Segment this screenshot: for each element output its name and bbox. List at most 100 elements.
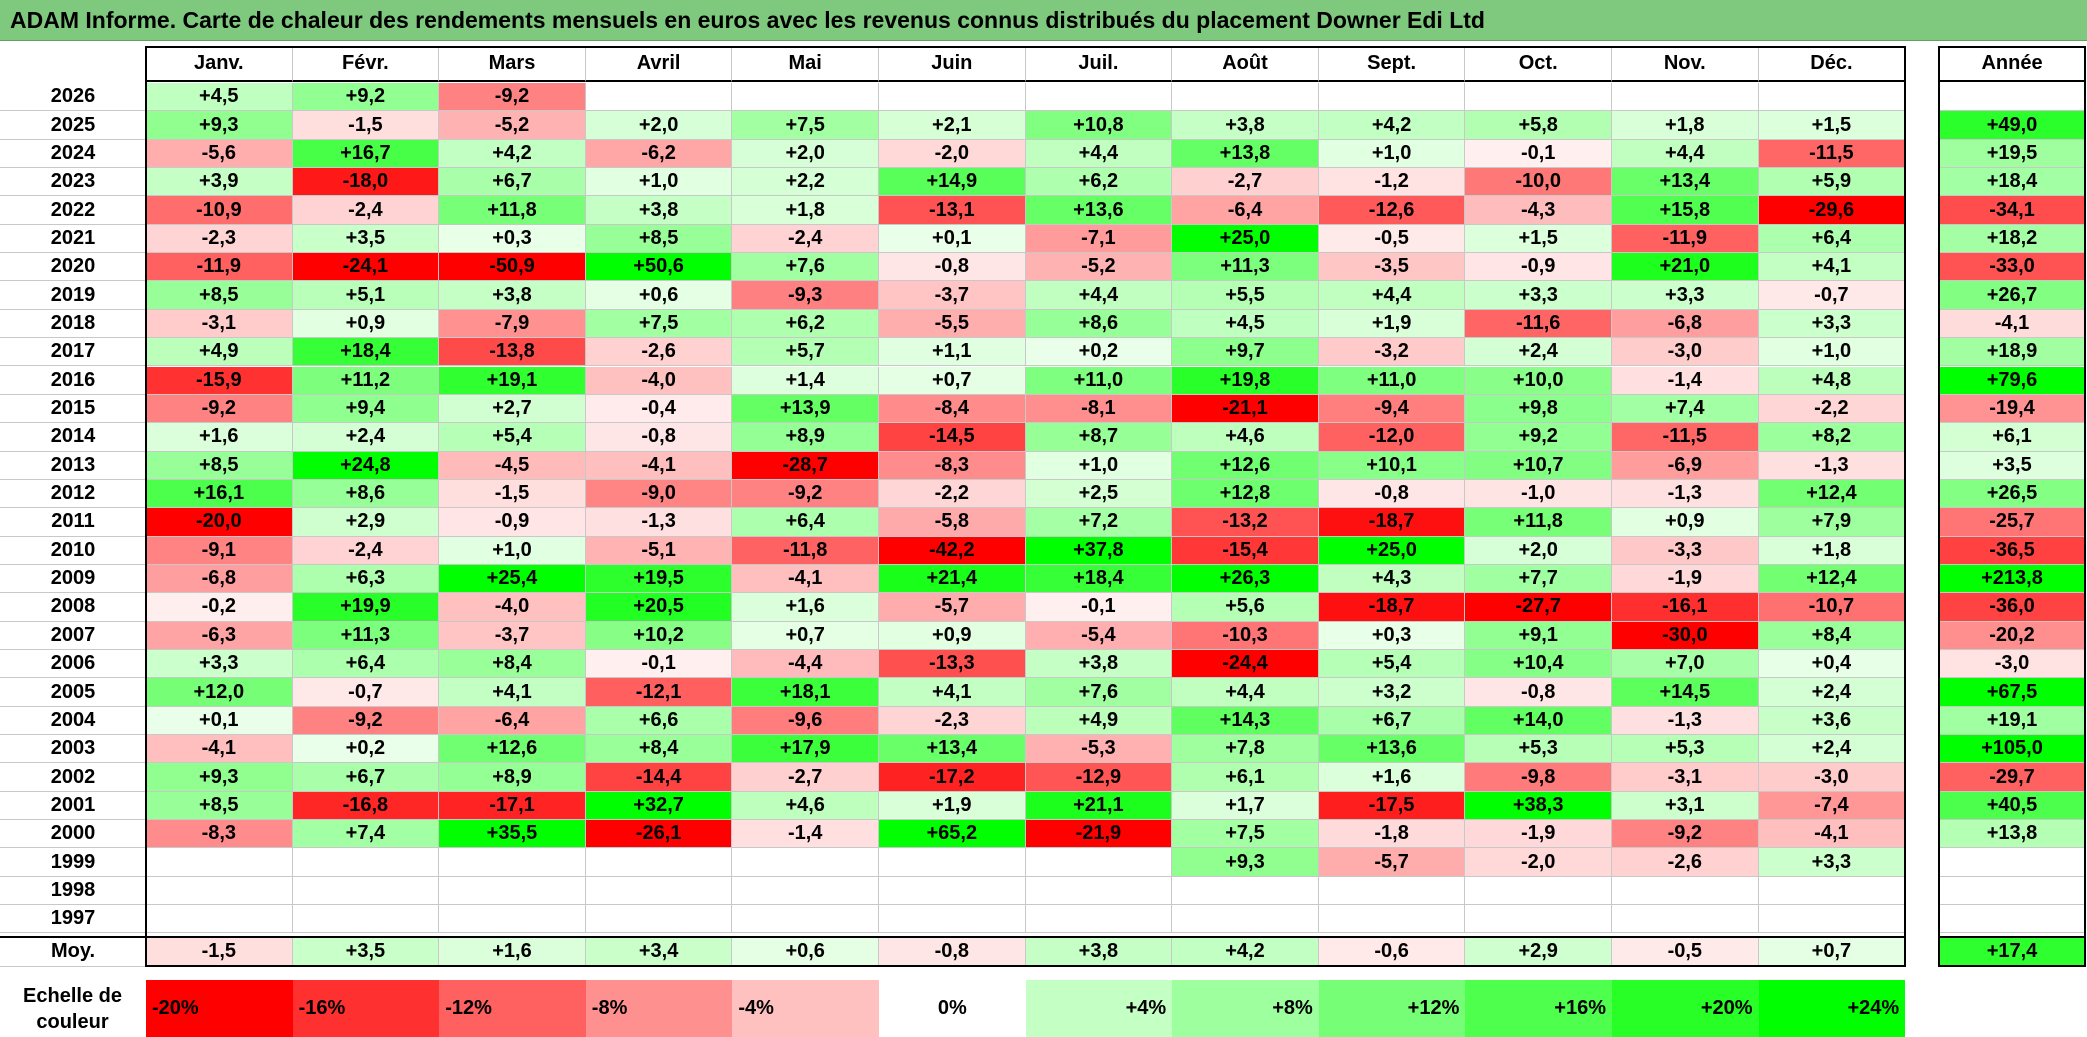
- annual-cell: -4,1: [1939, 309, 2086, 339]
- year-label: 1999: [0, 848, 146, 877]
- heatmap-cell: -9,6: [732, 706, 879, 736]
- heatmap-cell: +5,6: [1172, 593, 1319, 622]
- heatmap-cell: +1,8: [1612, 111, 1759, 140]
- annual-cell: [1939, 848, 2086, 877]
- month-header: Févr.: [292, 46, 440, 82]
- heatmap-cell: -0,1: [1465, 139, 1612, 169]
- heatmap-cell: -9,2: [732, 479, 879, 509]
- heatmap-cell: +4,2: [1318, 111, 1466, 140]
- heatmap-cell: -0,1: [1025, 593, 1173, 622]
- year-label: 2007: [0, 621, 146, 650]
- heatmap-cell: +14,0: [1465, 706, 1612, 736]
- year-label: 2020: [0, 253, 146, 282]
- heatmap-cell: -14,4: [585, 763, 733, 792]
- heatmap-cell: -21,1: [1172, 394, 1319, 424]
- heatmap-cell: -2,3: [146, 224, 293, 254]
- heatmap-cell: [1318, 83, 1466, 112]
- heatmap-cell: -2,2: [1758, 394, 1906, 424]
- heatmap-cell: -11,8: [732, 536, 879, 565]
- color-scale-stop: +16%: [1465, 980, 1612, 1037]
- heatmap-cell: -15,4: [1172, 536, 1319, 565]
- heatmap-cell: +2,0: [585, 111, 733, 140]
- heatmap-cell: +7,7: [1465, 564, 1612, 594]
- annual-cell: +19,1: [1939, 706, 2086, 736]
- year-header: Année: [1939, 46, 2086, 82]
- heatmap-cell: -9,2: [146, 394, 293, 424]
- year-label: 2022: [0, 196, 146, 225]
- heatmap-cell: +8,9: [439, 763, 586, 792]
- heatmap-cell: +7,5: [732, 111, 879, 140]
- color-scale-stop: -20%: [146, 980, 293, 1037]
- heatmap-cell: +9,3: [146, 763, 293, 792]
- heatmap-cell: +3,8: [439, 281, 586, 310]
- heatmap-cell: -0,7: [1758, 281, 1906, 310]
- heatmap-cell: +10,4: [1465, 650, 1612, 679]
- heatmap-cell: +4,3: [1318, 564, 1466, 594]
- heatmap-cell: +3,3: [1465, 281, 1612, 310]
- heatmap-cell: [585, 83, 733, 112]
- heatmap-cell: +35,5: [439, 820, 586, 849]
- heatmap-cell: [439, 905, 586, 934]
- year-label: 2021: [0, 224, 146, 254]
- heatmap-cell: +0,9: [879, 621, 1026, 650]
- heatmap-cell: -1,4: [1612, 366, 1759, 395]
- heatmap-cell: +21,4: [879, 564, 1026, 594]
- heatmap-cell: +8,9: [732, 423, 879, 452]
- heatmap-cell: -9,4: [1318, 394, 1466, 424]
- heatmap-cell: +4,9: [1025, 706, 1173, 736]
- heatmap-cell: [146, 876, 293, 906]
- heatmap-cell: +7,6: [732, 253, 879, 282]
- heatmap-cell: -6,8: [146, 564, 293, 594]
- heatmap-cell: +9,3: [1172, 848, 1319, 877]
- heatmap-cell: -4,0: [439, 593, 586, 622]
- year-label: 2005: [0, 678, 146, 707]
- heatmap-cell: -8,3: [146, 820, 293, 849]
- heatmap-cell: +1,0: [1758, 338, 1906, 367]
- heatmap-cell: +0,1: [879, 224, 1026, 254]
- heatmap-cell: +11,3: [292, 621, 440, 650]
- heatmap-cell: +5,8: [1465, 111, 1612, 140]
- annual-cell: +40,5: [1939, 791, 2086, 821]
- heatmap-cell: -1,3: [1758, 451, 1906, 480]
- heatmap-cell: +10,7: [1465, 451, 1612, 480]
- heatmap-cell: +37,8: [1025, 536, 1173, 565]
- heatmap-cell: -10,3: [1172, 621, 1319, 650]
- year-label: 2019: [0, 281, 146, 310]
- heatmap-cell: +21,1: [1025, 791, 1173, 821]
- year-label: 2000: [0, 820, 146, 849]
- average-cell: +3,4: [585, 937, 733, 967]
- annual-cell: +3,5: [1939, 451, 2086, 480]
- heatmap-cell: +8,4: [1758, 621, 1906, 650]
- annual-cell: [1939, 876, 2086, 906]
- heatmap-cell: [1612, 83, 1759, 112]
- heatmap-cell: +1,0: [439, 536, 586, 565]
- heatmap-cell: -11,9: [1612, 224, 1759, 254]
- heatmap-cell: +4,6: [1172, 423, 1319, 452]
- year-label: 2023: [0, 168, 146, 197]
- heatmap-cell: -28,7: [732, 451, 879, 480]
- heatmap-cell: +3,8: [1025, 650, 1173, 679]
- heatmap-cell: -5,7: [879, 593, 1026, 622]
- year-label: 2011: [0, 508, 146, 537]
- heatmap-cell: -3,3: [1612, 536, 1759, 565]
- average-cell: +0,7: [1758, 937, 1906, 967]
- annual-cell: -36,0: [1939, 593, 2086, 622]
- page-title: ADAM Informe. Carte de chaleur des rende…: [0, 0, 2087, 41]
- heatmap-cell: -50,9: [439, 253, 586, 282]
- month-header: Janv.: [146, 46, 293, 82]
- heatmap-cell: +4,6: [732, 791, 879, 821]
- heatmap-cell: -9,2: [1612, 820, 1759, 849]
- average-cell: -0,6: [1318, 937, 1466, 967]
- annual-cell: +49,0: [1939, 111, 2086, 140]
- heatmap-cell: -0,9: [1465, 253, 1612, 282]
- month-header: Juin: [879, 46, 1026, 82]
- heatmap-cell: -2,0: [1465, 848, 1612, 877]
- heatmap-cell: [1318, 876, 1466, 906]
- heatmap-cell: -26,1: [585, 820, 733, 849]
- heatmap-cell: -2,2: [879, 479, 1026, 509]
- heatmap-cell: +32,7: [585, 791, 733, 821]
- heatmap-cell: -15,9: [146, 366, 293, 395]
- heatmap-cell: +9,2: [1465, 423, 1612, 452]
- heatmap-cell: +8,6: [1025, 309, 1173, 339]
- heatmap-cell: -20,0: [146, 508, 293, 537]
